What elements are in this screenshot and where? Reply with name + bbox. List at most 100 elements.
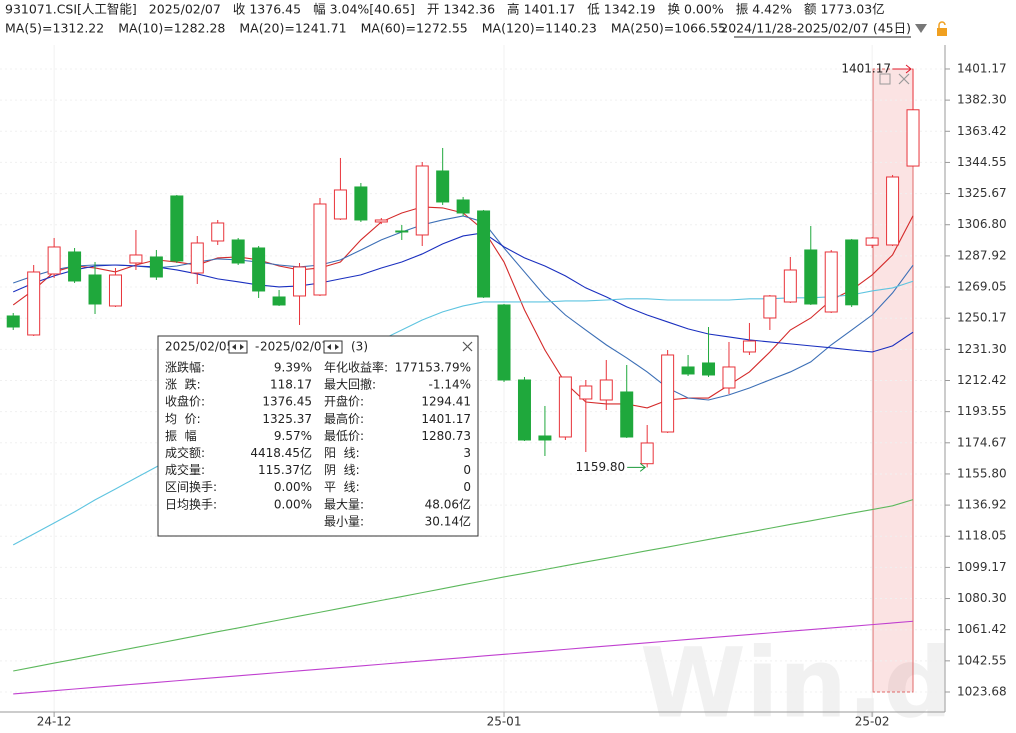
y-tick-label: 1269.05 — [957, 280, 1007, 294]
x-tick-label: 25-02 — [855, 715, 890, 729]
info-box-frame — [157, 335, 479, 537]
candle-body — [354, 186, 368, 221]
candle-body — [865, 237, 879, 246]
stat-value: 0 — [463, 463, 471, 477]
lock-icon[interactable] — [937, 21, 947, 36]
candle-body — [456, 199, 470, 214]
candle-body — [436, 170, 450, 203]
candle-body — [27, 271, 41, 336]
y-tick-label: 1118.05 — [957, 529, 1007, 543]
candle-body — [824, 251, 838, 313]
legend-entry: MA(120)=1140.23 — [482, 21, 597, 36]
selection-maximize[interactable] — [879, 73, 891, 85]
field-value: 1773.03亿 — [820, 2, 884, 17]
field-label: 高 — [507, 2, 520, 17]
stat-value: 115.37亿 — [258, 462, 312, 477]
ma-line — [13, 499, 914, 672]
legend-entry: MA(5)=1312.22 — [5, 21, 104, 36]
stat-value: 4418.45亿 — [250, 445, 312, 460]
range-label[interactable]: 2024/11/28-2025/02/07 (45日) — [720, 21, 911, 36]
candle-body — [272, 296, 286, 306]
stat-value: 3 — [463, 446, 471, 460]
stat-label: 最大量: — [324, 497, 364, 511]
ma-line — [13, 620, 914, 695]
candle-body — [538, 435, 552, 441]
dropdown-icon[interactable] — [915, 24, 927, 33]
y-tick-label: 1042.55 — [957, 653, 1007, 667]
stat-label: 年化收益率: — [324, 360, 388, 375]
lock-body — [937, 28, 947, 36]
candle-body — [661, 354, 675, 433]
watermark: Win.d — [640, 627, 952, 733]
field-value: 1342.19 — [604, 2, 656, 17]
candle-body — [415, 165, 429, 236]
stat-value: 9.39% — [274, 361, 312, 375]
y-tick-label: 1155.80 — [957, 466, 1007, 480]
info-count: (3) — [351, 340, 368, 354]
stat-value: 0.00% — [274, 480, 312, 494]
candle-body — [190, 242, 204, 274]
stat-label: 成交量: — [165, 462, 205, 477]
candle-body — [170, 195, 184, 262]
legend-entry: MA(60)=1272.55 — [361, 21, 468, 36]
y-tick-label: 1080.30 — [957, 591, 1007, 605]
stat-value: 1401.17 — [421, 412, 471, 426]
y-tick-label: 1231.30 — [957, 342, 1007, 356]
lock-shackle — [938, 21, 946, 28]
stat-value: 30.14亿 — [425, 513, 471, 528]
stat-label: 最小量: — [324, 514, 364, 528]
candle-body — [6, 315, 20, 328]
stat-label: 最高价: — [324, 411, 364, 426]
candle-body — [599, 379, 613, 401]
stepper-frame — [323, 340, 343, 354]
stepper-arrows — [232, 344, 244, 350]
candle-body — [906, 109, 920, 167]
stat-value: 177153.79% — [395, 361, 471, 375]
candle-body — [497, 304, 511, 381]
candle-body — [579, 385, 593, 400]
stat-label: 区间换手: — [165, 480, 217, 494]
info-from: 2025/02/05 — [165, 340, 234, 354]
stat-label: 收盘价: — [165, 394, 205, 409]
candle-body — [88, 274, 102, 305]
field-label: 振 — [736, 2, 749, 17]
candle-body — [129, 254, 143, 264]
stat-label: 振 幅 — [165, 428, 197, 443]
stat-label: 均 价: — [165, 412, 201, 426]
selection-close[interactable] — [898, 73, 910, 85]
to-stepper[interactable] — [323, 340, 343, 354]
y-tick-label: 1401.17 — [957, 61, 1007, 75]
info-close[interactable] — [462, 341, 473, 352]
y-tick-label: 1363.42 — [957, 124, 1007, 138]
extreme-arrowhead — [639, 462, 646, 472]
candle-body — [763, 295, 777, 319]
y-tick-label: 1344.55 — [957, 155, 1007, 169]
from-stepper[interactable] — [228, 340, 248, 354]
stat-label: 涨 跌: — [165, 377, 201, 392]
field-label: 换 — [667, 2, 680, 17]
stat-value: 1376.45 — [262, 395, 312, 409]
candle-body — [886, 176, 900, 246]
candle-body — [620, 391, 634, 438]
instrument: 931071.CSI[人工智能] — [5, 2, 137, 17]
candle-body — [804, 249, 818, 305]
field-label: 低 — [587, 2, 600, 17]
candle-body — [845, 239, 859, 306]
extreme-label: 1401.17 — [841, 61, 891, 75]
stat-label: 平 线: — [324, 480, 360, 494]
stat-value: 0.00% — [274, 497, 312, 511]
stat-value: 1294.41 — [421, 395, 471, 409]
y-tick-label: 1250.17 — [957, 311, 1007, 325]
y-tick-label: 1382.30 — [957, 93, 1007, 107]
stat-label: 最大回撤: — [324, 377, 376, 392]
candle-body — [681, 366, 695, 375]
stat-label: 最低价: — [324, 429, 364, 443]
field-label: 开 — [427, 2, 440, 17]
y-tick-label: 1306.80 — [957, 217, 1007, 231]
y-tick-label: 1287.92 — [957, 248, 1007, 262]
field-value: 1376.45 — [249, 2, 301, 17]
stat-label: 阴 线: — [324, 463, 360, 477]
field-value: 3.04%[40.65] — [330, 2, 415, 17]
header: 931071.CSI[人工智能] 2025/02/07 收 1376.45 幅 3.04%… — [5, 2, 885, 36]
